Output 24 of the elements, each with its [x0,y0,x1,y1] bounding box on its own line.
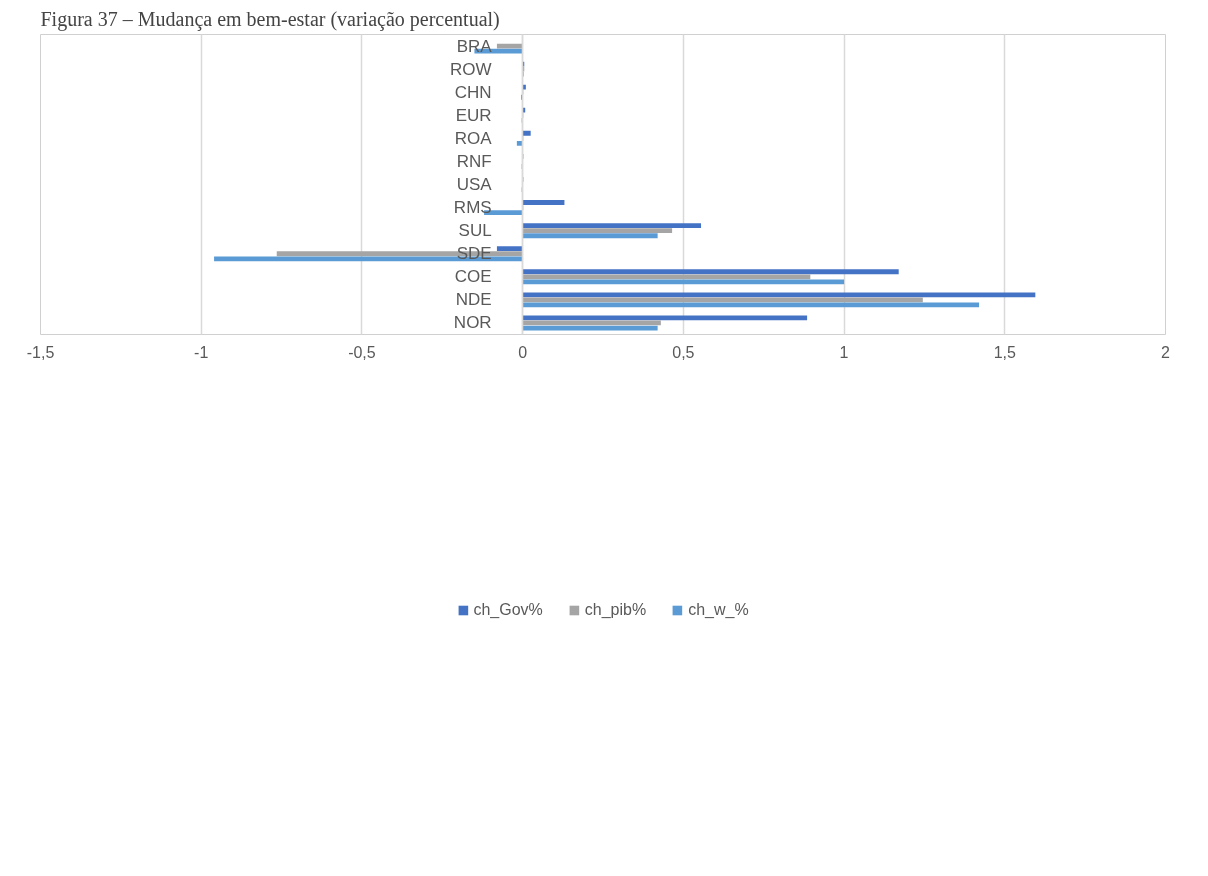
x-tick-label: 1 [839,343,849,361]
x-tick-label: -1,5 [26,343,55,361]
legend-label: ch_pib% [584,601,647,619]
y-tick-label: COE [454,267,492,287]
y-tick-label: ROA [454,128,493,148]
x-tick-label: -1 [194,343,209,361]
x-tick-label: 0,5 [672,343,695,361]
y-tick-label: SUL [458,221,492,241]
chart-title: Figura 37 – Mudança em bem-estar (variação percentual) [40,7,500,31]
x-tick-label: -0,5 [348,343,376,361]
y-tick-label: RNF [456,151,492,171]
x-tick-label: 0 [518,343,528,361]
y-tick-label: USA [456,175,493,194]
y-tick-label: CHN [454,82,492,102]
y-tick-label: NOR [453,313,492,333]
x-tick-label: 2 [1161,343,1171,361]
x-tick-label: 1,5 [993,343,1017,361]
y-tick-label: EUR [455,105,492,125]
y-tick-label: ROW [450,59,492,79]
y-tick-label: RMS [453,198,492,218]
legend-label: ch_Gov% [473,601,543,619]
legend-label: ch_w_% [688,601,749,619]
y-tick-label: NDE [455,290,492,310]
y-tick-label: BRA [456,36,493,56]
